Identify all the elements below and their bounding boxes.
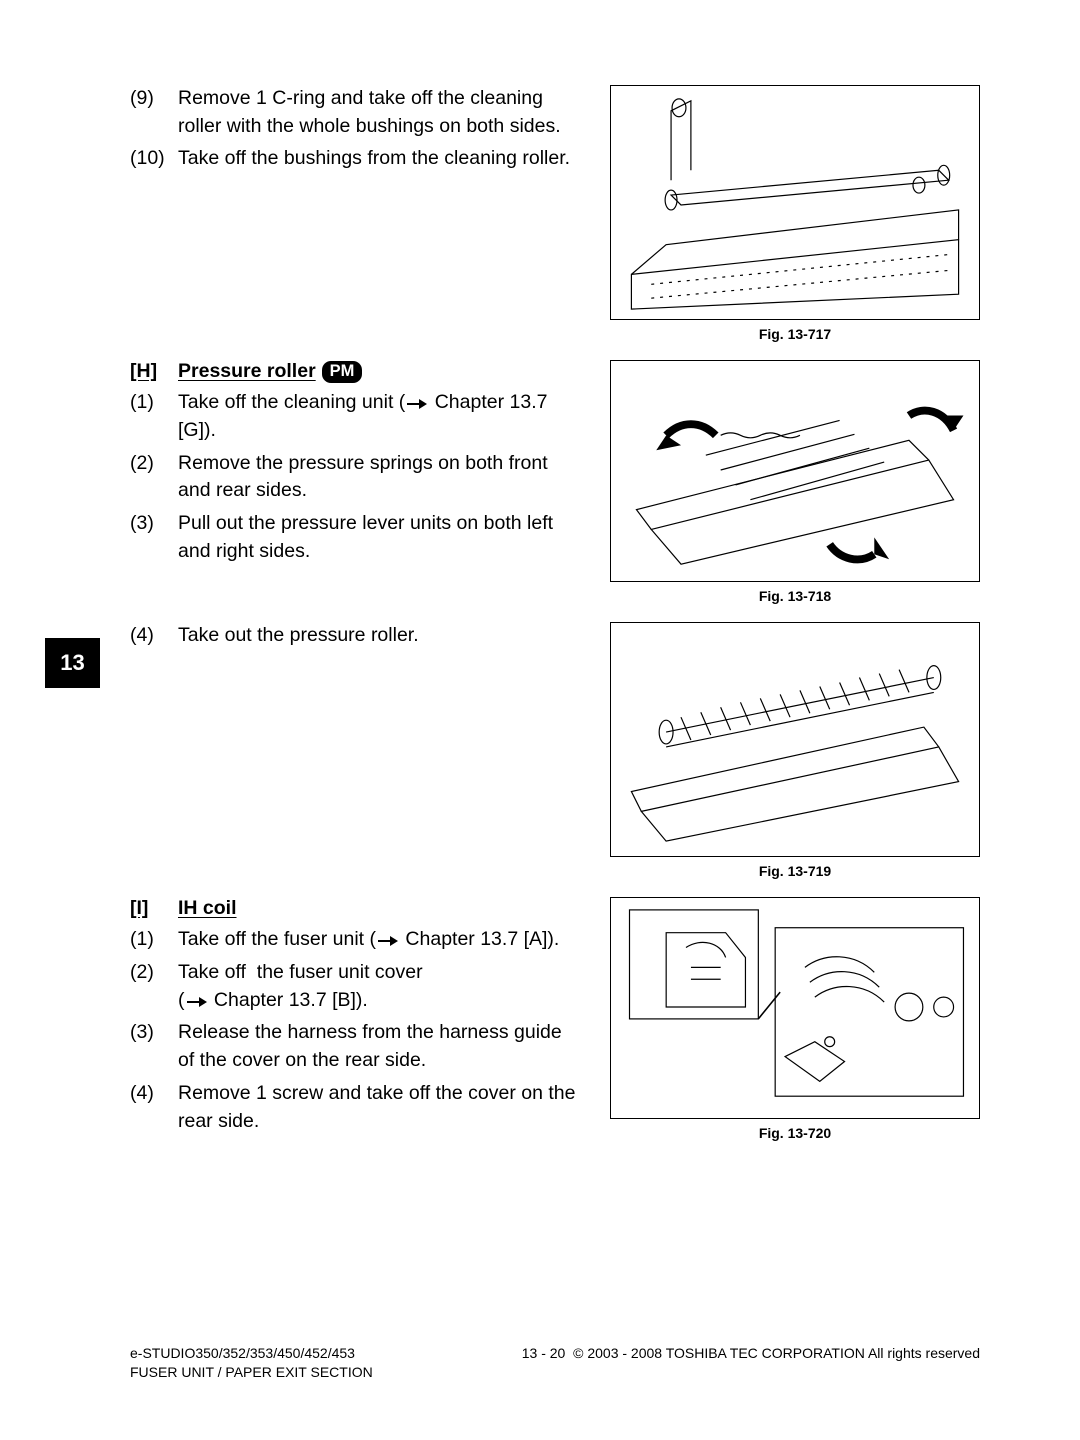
figure-box <box>610 897 980 1119</box>
pm-badge: PM <box>322 361 363 383</box>
footer-copyright: © 2003 - 2008 TOSHIBA TEC CORPORATION Al… <box>573 1345 980 1361</box>
diagram-icon <box>611 86 979 319</box>
step-text-before: Take off the fuser unit ( <box>178 928 376 950</box>
figure-13-719: Fig. 13-719 <box>610 622 980 879</box>
step-item: (2) Take off the fuser unit cover ( Chap… <box>130 959 580 1014</box>
row-section-i: [I] IH coil (1) Take off the fuser unit … <box>130 897 980 1141</box>
diagram-icon <box>611 898 979 1118</box>
step-item: (3) Pull out the pressure lever units on… <box>130 510 580 565</box>
section-letter: [I] <box>130 897 178 920</box>
step-number: (1) <box>130 389 178 444</box>
step-text-after: Chapter 13.7 [A]). <box>400 928 559 950</box>
step-item: (1) Take off the cleaning unit ( Chapter… <box>130 389 580 444</box>
pointer-right-icon <box>407 398 427 410</box>
figure-caption: Fig. 13-720 <box>759 1125 831 1141</box>
step-text: Remove 1 C-ring and take off the cleanin… <box>178 85 580 140</box>
step-number: (1) <box>130 926 178 954</box>
diagram-icon <box>611 623 979 856</box>
step-item: (1) Take off the fuser unit ( Chapter 13… <box>130 926 580 954</box>
figure-caption: Fig. 13-718 <box>759 588 831 604</box>
step-text: Take off the cleaning unit ( Chapter 13.… <box>178 389 580 444</box>
figure-box <box>610 85 980 320</box>
step-text: Remove 1 screw and take off the cover on… <box>178 1080 580 1135</box>
chapter-side-tab-number: 13 <box>60 650 84 676</box>
step-text-before: Take off the cleaning unit ( <box>178 391 405 413</box>
section-title-text: IH coil <box>178 897 237 920</box>
figure-box <box>610 360 980 582</box>
chapter-side-tab: 13 <box>45 638 100 688</box>
pointer-right-icon <box>187 996 207 1008</box>
pointer-right-icon <box>378 935 398 947</box>
step-number: (3) <box>130 510 178 565</box>
footer-right: 13 - 20 © 2003 - 2008 TOSHIBA TEC CORPOR… <box>522 1344 980 1382</box>
top-steps: (9) Remove 1 C-ring and take off the cle… <box>130 85 580 342</box>
step-text: Pull out the pressure lever units on bot… <box>178 510 580 565</box>
step-number: (10) <box>130 145 178 173</box>
figure-13-720: Fig. 13-720 <box>610 897 980 1141</box>
step-text: Take off the fuser unit ( Chapter 13.7 [… <box>178 926 580 954</box>
section-letter: [H] <box>130 360 178 383</box>
section-i: [I] IH coil (1) Take off the fuser unit … <box>130 897 580 1141</box>
section-h-step4: (4) Take out the pressure roller. <box>130 622 580 879</box>
section-title-h: [H] Pressure roller PM <box>130 360 580 383</box>
step-number: (4) <box>130 1080 178 1135</box>
step-number: (3) <box>130 1019 178 1074</box>
figure-13-717: Fig. 13-717 <box>610 85 980 342</box>
section-title-i: [I] IH coil <box>130 897 580 920</box>
step-number: (2) <box>130 450 178 505</box>
row-section-h: [H] Pressure roller PM (1) Take off the … <box>130 360 980 604</box>
section-h: [H] Pressure roller PM (1) Take off the … <box>130 360 580 604</box>
figure-caption: Fig. 13-719 <box>759 863 831 879</box>
row-h-step4: (4) Take out the pressure roller. <box>130 622 980 879</box>
footer-page-number: 13 - 20 <box>522 1345 566 1361</box>
footer-section: FUSER UNIT / PAPER EXIT SECTION <box>130 1363 373 1382</box>
row-top: (9) Remove 1 C-ring and take off the cle… <box>130 85 980 342</box>
step-number: (2) <box>130 959 178 1014</box>
step-text: Take out the pressure roller. <box>178 622 580 650</box>
step-text: Take off the fuser unit cover ( Chapter … <box>178 959 580 1014</box>
section-title-text: Pressure roller <box>178 360 316 383</box>
footer-model: e-STUDIO350/352/353/450/452/453 <box>130 1344 373 1363</box>
figure-caption: Fig. 13-717 <box>759 326 831 342</box>
footer-left: e-STUDIO350/352/353/450/452/453 FUSER UN… <box>130 1344 373 1382</box>
step-item: (4) Remove 1 screw and take off the cove… <box>130 1080 580 1135</box>
step-text: Take off the bushings from the cleaning … <box>178 145 580 173</box>
figure-box <box>610 622 980 857</box>
page-footer: e-STUDIO350/352/353/450/452/453 FUSER UN… <box>130 1344 980 1382</box>
step-item: (10) Take off the bushings from the clea… <box>130 145 580 173</box>
step-text: Remove the pressure springs on both fron… <box>178 450 580 505</box>
diagram-icon <box>611 361 979 581</box>
step-item: (2) Remove the pressure springs on both … <box>130 450 580 505</box>
step-item: (4) Take out the pressure roller. <box>130 622 580 650</box>
figure-13-718: Fig. 13-718 <box>610 360 980 604</box>
step-item: (3) Release the harness from the harness… <box>130 1019 580 1074</box>
step-text: Release the harness from the harness gui… <box>178 1019 580 1074</box>
step-number: (4) <box>130 622 178 650</box>
step-item: (9) Remove 1 C-ring and take off the cle… <box>130 85 580 140</box>
step-text-after: Chapter 13.7 [B]). <box>209 989 368 1011</box>
step-number: (9) <box>130 85 178 140</box>
